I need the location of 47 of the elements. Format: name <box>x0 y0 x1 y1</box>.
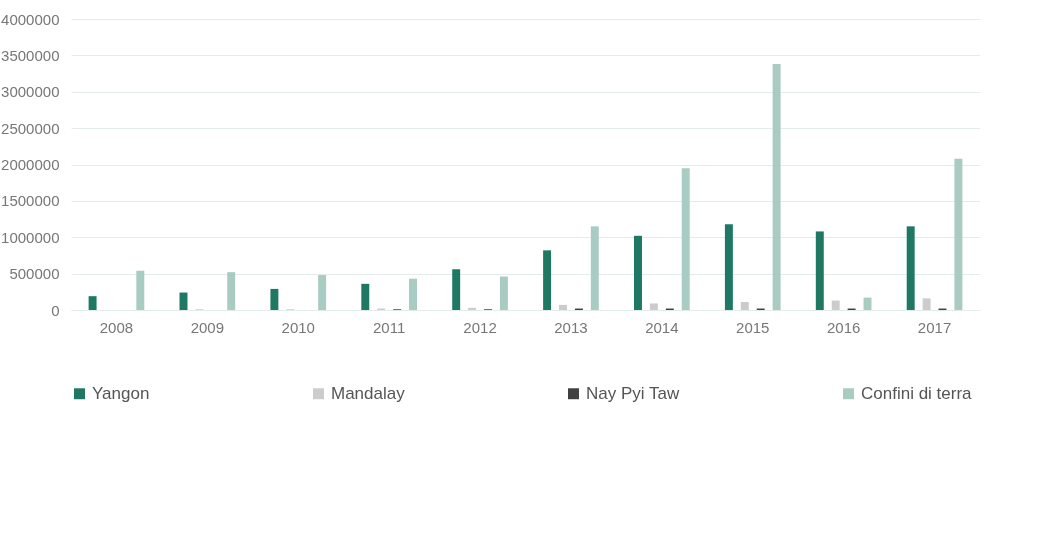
bar <box>954 158 963 310</box>
bar <box>361 283 370 310</box>
y-tick-label: 3500000 <box>1 46 60 64</box>
bar <box>227 272 236 310</box>
bar <box>452 269 461 310</box>
y-tick-label: 4000000 <box>1 10 60 28</box>
bar <box>922 298 931 310</box>
bar <box>724 224 733 310</box>
y-tick-label: 0 <box>51 301 60 319</box>
bar <box>270 288 279 310</box>
bar <box>681 168 690 310</box>
x-tick-label: 2012 <box>463 318 497 336</box>
bar <box>543 250 552 310</box>
x-tick-label: 2013 <box>554 318 588 336</box>
y-tick-label: 500000 <box>9 265 60 283</box>
y-tick-label: 1000000 <box>1 228 60 246</box>
y-tick-label: 2000000 <box>1 156 60 173</box>
y-tick-label: 3000000 <box>1 83 60 101</box>
x-tick-label: 2008 <box>99 318 134 336</box>
bar <box>634 235 642 310</box>
bar <box>831 300 840 310</box>
bar <box>468 307 477 310</box>
x-tick-label: 2010 <box>281 318 315 336</box>
bar <box>590 226 599 310</box>
x-tick-label: 2015 <box>736 318 770 336</box>
x-tick-label: 2016 <box>826 318 861 336</box>
bar <box>649 303 658 310</box>
bar <box>499 276 508 310</box>
y-tick-label: 2500000 <box>1 119 60 137</box>
bar <box>559 304 567 310</box>
legend-label: Nay Pyi Taw <box>586 383 680 403</box>
x-tick-label: 2009 <box>190 318 225 336</box>
bar <box>906 226 915 310</box>
bar <box>318 275 327 310</box>
bar <box>740 302 749 310</box>
bar <box>772 64 781 310</box>
bar <box>409 278 417 310</box>
bar <box>136 270 145 310</box>
bar <box>815 231 824 310</box>
x-tick-label: 2011 <box>373 318 406 336</box>
y-tick-label: 1500000 <box>1 192 60 210</box>
bar <box>88 296 97 310</box>
x-tick-label: 2017 <box>917 318 952 336</box>
legend-label: Mandalay <box>331 383 406 403</box>
legend-label: Yangon <box>92 383 150 403</box>
legend-label: Confini di terra <box>861 383 973 403</box>
x-tick-label: 2014 <box>645 318 679 336</box>
